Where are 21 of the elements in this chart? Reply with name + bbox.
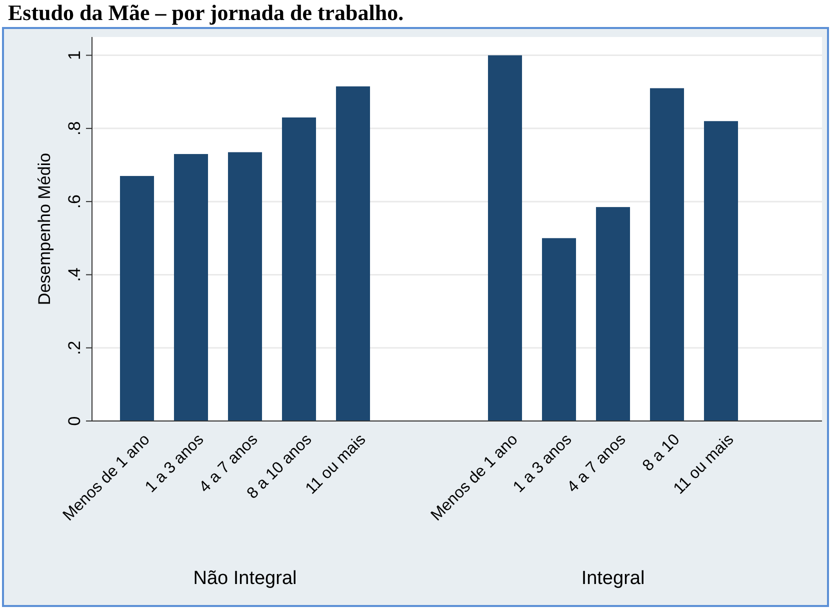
x-tick-label: 8 a 10 [640, 431, 684, 475]
bar [542, 238, 576, 421]
bar [282, 117, 316, 421]
y-axis-title: Desempenho Médio [35, 152, 54, 306]
x-axis-title: Integral [581, 568, 645, 589]
y-tick-label: 1 [65, 50, 84, 60]
bar [704, 121, 738, 421]
y-tick-label: .8 [65, 121, 84, 136]
bar [336, 86, 370, 421]
bar [174, 154, 208, 421]
bar [650, 88, 684, 421]
bar [120, 176, 154, 421]
bar [488, 55, 522, 421]
x-axis-title: Não Integral [193, 568, 297, 589]
y-tick-label: .6 [65, 194, 84, 209]
y-tick-label: 0 [65, 416, 84, 426]
bar [596, 207, 630, 421]
bar [228, 152, 262, 421]
y-tick-label: .4 [65, 268, 84, 282]
chart-title: Estudo da Mãe – por jornada de trabalho. [8, 0, 404, 25]
y-tick-label: .2 [65, 340, 84, 355]
